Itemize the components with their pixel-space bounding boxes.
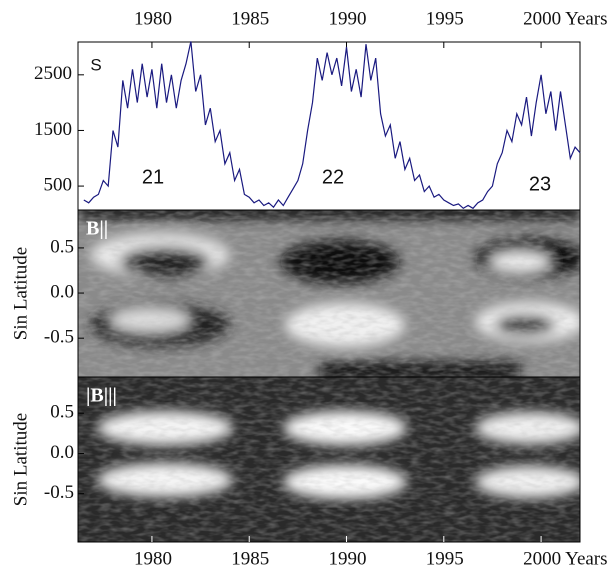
y-tick-label: 2500 bbox=[34, 63, 72, 84]
x-tick-label: 1980 bbox=[134, 8, 172, 29]
x-tick-label: 1990 bbox=[329, 8, 367, 29]
y-axis-label: Sin Latitude bbox=[10, 413, 31, 506]
x-tick-label: 2000 Years bbox=[523, 8, 607, 29]
panel-label: B|| bbox=[86, 218, 108, 240]
y-tick-label: 0.0 bbox=[50, 281, 74, 302]
y-axis-label: Sin Latitude bbox=[10, 247, 31, 340]
x-tick-label: 2000 Years bbox=[523, 548, 607, 569]
panel-label: |B||| bbox=[86, 385, 117, 407]
y-tick-label: 0.0 bbox=[50, 442, 74, 463]
y-tick-label: 0.5 bbox=[50, 402, 74, 423]
y-tick-label: 1500 bbox=[34, 119, 72, 140]
polarity-map bbox=[78, 210, 580, 377]
y-tick-label: 500 bbox=[44, 174, 73, 195]
y-tick-label: -0.5 bbox=[44, 327, 74, 348]
data-line bbox=[83, 41, 581, 210]
y-tick-label: 0.5 bbox=[50, 236, 74, 257]
x-tick-label: 1985 bbox=[231, 8, 269, 29]
x-tick-label: 1985 bbox=[231, 548, 269, 569]
y-tick-label: -0.5 bbox=[44, 482, 74, 503]
x-tick-label: 1995 bbox=[426, 8, 464, 29]
annotation: 22 bbox=[322, 166, 344, 188]
x-tick-label: 1995 bbox=[426, 548, 464, 569]
strength-map bbox=[78, 377, 580, 542]
x-tick-label: 1990 bbox=[329, 548, 367, 569]
annotation: 23 bbox=[529, 173, 551, 195]
annotation: 21 bbox=[142, 166, 164, 188]
x-tick-label: 1980 bbox=[134, 548, 172, 569]
annotation: S bbox=[90, 55, 101, 74]
frame bbox=[77, 41, 581, 543]
